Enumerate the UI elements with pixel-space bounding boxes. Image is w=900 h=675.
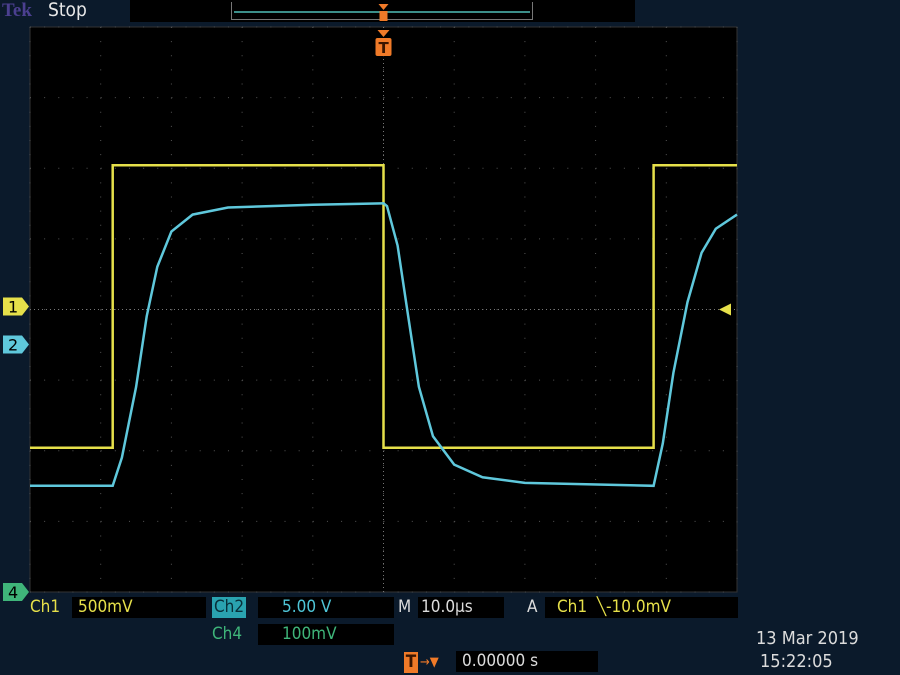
trace-ch1: [30, 164, 737, 450]
ch4-marker: 4: [3, 583, 29, 602]
svg-text:1: 1: [8, 298, 18, 317]
ch2-scale[interactable]: 5.00 V: [258, 597, 394, 618]
trigger-marker-label: T: [379, 39, 390, 57]
ch4-label: Ch4: [212, 624, 243, 644]
time: 15:22:05: [760, 651, 833, 672]
trigger-position[interactable]: 0.00000 s: [456, 651, 598, 672]
acquisition-status: Stop: [48, 0, 87, 21]
trigger-label: A: [527, 597, 538, 617]
trace-ch2: [30, 202, 738, 488]
trigger-source: Ch1: [557, 597, 588, 617]
trigger-level-marker: [719, 303, 731, 316]
ch1-scale[interactable]: 500mV: [72, 597, 206, 618]
trigger-level: ╲-10.0mV: [596, 597, 671, 617]
timebase-scale[interactable]: 10.0µs: [418, 597, 504, 618]
trigger-settings[interactable]: Ch1 ╲-10.0mV: [545, 597, 738, 618]
svg-text:4: 4: [8, 583, 18, 602]
timebase-label: M: [398, 597, 412, 617]
ch4-scale[interactable]: 100mV: [258, 624, 394, 645]
ch1-label: Ch1: [30, 597, 61, 617]
trigger-position-marker: [375, 38, 392, 56]
tek-logo: Tek: [2, 0, 32, 21]
ch1-marker: 1: [3, 297, 29, 317]
trigger-position-arrow-icon: →▼: [420, 655, 439, 670]
ch2-marker: 2: [3, 335, 29, 355]
trigger-position-icon: T: [404, 652, 418, 673]
record-trigger-icon: [378, 4, 389, 21]
ch2-label: Ch2: [212, 597, 247, 618]
trigger-arrow-icon: [377, 30, 390, 37]
date: 13 Mar 2019: [756, 628, 859, 649]
svg-text:2: 2: [8, 336, 18, 355]
